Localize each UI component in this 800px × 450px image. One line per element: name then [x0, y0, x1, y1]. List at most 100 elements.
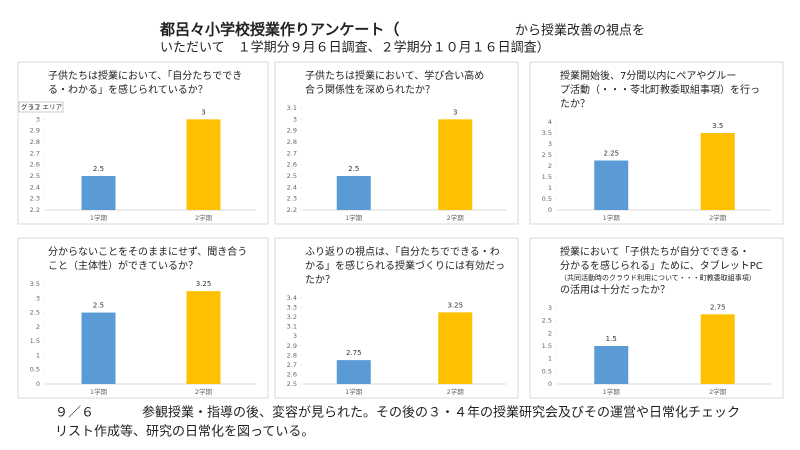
y-tick-label: 2.3 — [287, 195, 297, 203]
chart-panel — [274, 61, 519, 225]
y-tick-label: 1 — [548, 184, 552, 192]
value-label: 2.25 — [603, 150, 619, 158]
value-label: 3.25 — [196, 280, 212, 288]
y-tick-label: 2.5 — [287, 380, 297, 388]
x-tick-label: 1学期 — [90, 387, 108, 396]
chart-title: たか？ — [305, 274, 335, 286]
footer-line: リスト作成等、研究の日常化を図っている。 — [55, 424, 314, 440]
y-tick-label: 2.5 — [542, 151, 552, 159]
chart-panel — [274, 237, 519, 399]
tooltip-box — [18, 101, 64, 113]
chart-title: こと（主体性）ができているか？ — [48, 259, 198, 272]
y-tick-label: 0.5 — [30, 366, 40, 374]
y-tick-label: 2.7 — [30, 149, 40, 157]
chart-panel — [17, 237, 269, 399]
x-tick-label: 2学期 — [709, 387, 727, 396]
bar — [186, 291, 221, 384]
chart-title: 子供たちは授業において、学び合い高め — [305, 69, 484, 82]
y-tick-label: 3 — [548, 140, 552, 148]
y-tick-label: 3.1 — [287, 323, 297, 331]
y-tick-label: 3.3 — [287, 304, 297, 312]
x-tick-label: 2学期 — [195, 387, 213, 396]
bar — [438, 312, 473, 384]
value-label: 3.5 — [712, 122, 723, 130]
chart-title: 分かるを感じられる」ために、タブレットPC — [560, 259, 763, 272]
y-tick-label: 3.1 — [287, 104, 297, 112]
y-tick-label: 0 — [36, 380, 40, 388]
y-tick-label: 2.3 — [30, 195, 40, 203]
header-title-rest: から授業改善の視点を — [515, 23, 645, 39]
chart-panel — [17, 61, 269, 225]
y-tick-label: 2.6 — [287, 370, 297, 378]
y-tick-label: 2.6 — [287, 161, 297, 169]
chart-title: 授業において「子供たちが自分でできる・ — [560, 245, 750, 258]
bar — [186, 119, 221, 210]
y-tick-label: 3 — [548, 304, 552, 312]
y-tick-label: 1 — [36, 351, 40, 359]
y-tick-label: 2.8 — [287, 138, 297, 146]
y-tick-label: 2 — [548, 162, 552, 170]
y-tick-label: 3 — [36, 115, 40, 123]
y-tick-label: 0 — [548, 380, 552, 388]
value-label: 3.25 — [447, 301, 463, 309]
chart-title: ふり返りの視点は、「自分たちでできる・わ — [305, 245, 500, 258]
y-tick-label: 2.4 — [287, 183, 297, 191]
bar — [594, 160, 629, 210]
tooltip: グラフ エリア — [21, 102, 63, 111]
chart-title: 子供たちは授業において、「自分たちででき — [48, 69, 242, 82]
y-tick-label: 3 — [293, 332, 297, 340]
y-tick-label: 2.4 — [30, 183, 40, 191]
chart-title: プ活動（・・・苓北町教委取組事項）を行っ — [560, 83, 760, 96]
value-label: 1.5 — [606, 335, 617, 343]
chart-title: かる」を感じられる授業づくりには有効だっ — [305, 259, 505, 272]
bar — [700, 133, 735, 210]
bar — [700, 314, 735, 384]
footer-date: ９／６ — [55, 406, 94, 421]
chart-title: 分からないことをそのままにせず、聞き合う — [48, 245, 247, 258]
bar — [594, 346, 629, 384]
y-tick-label: 3.4 — [287, 294, 297, 302]
chart-title: る・わかる」を感じられているか？ — [48, 83, 208, 96]
y-tick-label: 2.9 — [287, 342, 297, 350]
x-tick-label: 1学期 — [345, 213, 363, 222]
y-tick-label: 3 — [36, 294, 40, 302]
x-tick-label: 2学期 — [709, 213, 727, 222]
footer-line: 参観授業・指導の後、変容が見られた。その後の３・４年の授業研究会及びその運営や日… — [142, 405, 740, 421]
value-label: 2.5 — [348, 165, 359, 173]
value-label: 2.5 — [93, 165, 104, 173]
y-tick-label: 3.5 — [30, 280, 40, 288]
x-tick-label: 2学期 — [447, 213, 465, 222]
header-title: 都呂々小学校授業作りアンケート（ — [159, 21, 399, 39]
bar — [81, 176, 116, 210]
value-label: 3 — [201, 108, 205, 116]
chart-title: たか？ — [560, 98, 590, 110]
x-tick-label: 1学期 — [345, 387, 363, 396]
x-tick-label: 1学期 — [603, 387, 621, 396]
value-label: 2.5 — [93, 302, 104, 310]
y-tick-label: 2.5 — [30, 309, 40, 317]
bar — [336, 176, 371, 210]
y-tick-label: 2.5 — [30, 172, 40, 180]
value-label: 3 — [453, 108, 457, 116]
y-tick-label: 2.2 — [30, 206, 40, 214]
bar — [438, 119, 473, 210]
value-label: 2.75 — [346, 349, 362, 357]
y-tick-label: 2.7 — [287, 149, 297, 157]
y-tick-label: 4 — [548, 118, 552, 126]
x-tick-label: 2学期 — [195, 213, 213, 222]
y-tick-label: 0.5 — [542, 367, 552, 375]
y-tick-label: 2.6 — [30, 161, 40, 169]
y-tick-label: 1.5 — [542, 342, 552, 350]
y-tick-label: 2.8 — [287, 351, 297, 359]
bar — [81, 312, 116, 384]
y-tick-label: 1 — [548, 355, 552, 363]
y-tick-label: 2.2 — [287, 206, 297, 214]
y-tick-label: 0.5 — [542, 195, 552, 203]
y-tick-label: 0 — [548, 206, 552, 214]
chart-panel — [529, 237, 784, 399]
y-tick-label: 2 — [548, 329, 552, 337]
x-tick-label: 2学期 — [447, 387, 465, 396]
y-tick-label: 3.5 — [542, 129, 552, 137]
chart-title: の活用は十分だったか？ — [560, 283, 670, 296]
